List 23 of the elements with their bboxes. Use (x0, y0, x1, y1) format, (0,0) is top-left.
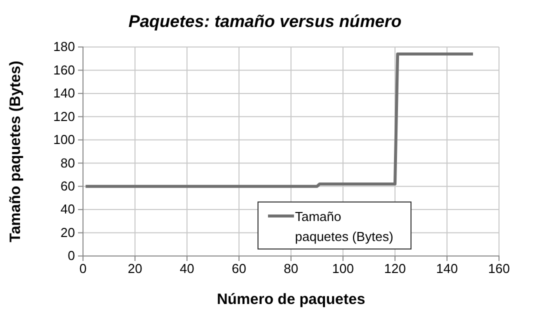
y-tick-label: 120 (53, 108, 75, 124)
x-tick-label: 60 (232, 261, 246, 276)
x-tick-label: 0 (79, 261, 87, 276)
y-tick-label: 160 (53, 62, 75, 78)
x-tick-label: 20 (128, 261, 142, 276)
y-tick-label: 0 (68, 248, 75, 264)
y-tick-label: 40 (60, 202, 75, 217)
x-tick-label: 40 (180, 261, 194, 276)
y-tick-label: 100 (53, 132, 75, 148)
legend-label: Tamaño paquetes (Bytes) (295, 209, 394, 244)
x-tick-label: 140 (436, 261, 458, 276)
x-tick-label: 80 (284, 261, 298, 276)
y-tick-label: 60 (60, 178, 75, 194)
x-tick-label: 160 (488, 261, 510, 276)
chart-title: Paquetes: tamaño versus número (128, 12, 402, 31)
y-tick-label: 80 (60, 155, 75, 170)
y-tick-label: 20 (60, 224, 75, 240)
x-axis-title: Número de paquetes (216, 291, 366, 308)
y-tick-label: 180 (53, 39, 75, 54)
x-tick-label: 120 (384, 261, 406, 276)
y-tick-label: 140 (53, 86, 75, 101)
y-axis-title: Tamaño paquetes (Bytes) (7, 60, 24, 242)
x-tick-label: 100 (332, 261, 354, 276)
